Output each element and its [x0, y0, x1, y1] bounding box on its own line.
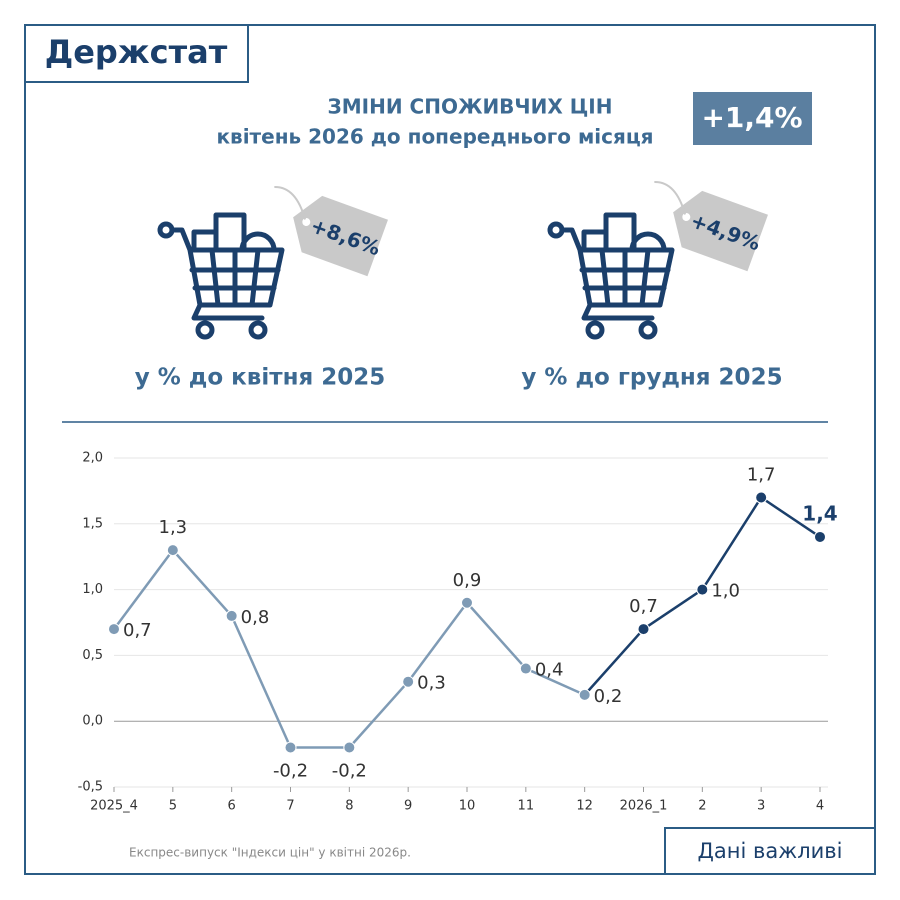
y-tick-label: 1,5 — [82, 516, 103, 531]
y-tick-label: 1,0 — [82, 582, 103, 597]
caption: у % до квітня 2025 — [135, 365, 386, 391]
point — [402, 675, 415, 688]
x-tick-label: 9 — [404, 799, 412, 814]
line-segment — [112, 549, 174, 630]
button-label[interactable]: Дані важливі — [698, 839, 843, 863]
value-label: 0,3 — [417, 673, 446, 694]
x-tick-label: 6 — [228, 799, 236, 814]
line-segment — [525, 667, 586, 697]
line-segment — [171, 549, 233, 617]
x-tick-label: 7 — [286, 799, 294, 814]
line-segment — [642, 588, 704, 631]
source: Експрес-випуск "Індекси цін" у квітні 20… — [129, 846, 411, 860]
badge — [693, 92, 812, 145]
point — [108, 623, 120, 636]
point — [461, 596, 473, 609]
caption: у % до грудня 2025 — [521, 365, 782, 391]
point — [166, 544, 179, 557]
value-label: -0,2 — [273, 761, 308, 782]
brand-box — [24, 24, 249, 83]
x-tick-label: 3 — [757, 799, 765, 814]
point — [284, 741, 297, 754]
x-tick-label: 12 — [576, 799, 593, 814]
frame — [24, 24, 876, 875]
cart-icon: +4,9% — [547, 180, 768, 340]
y-tick-label: 0,5 — [82, 648, 103, 663]
line-segment — [407, 602, 469, 683]
value-label: 1,7 — [747, 464, 776, 485]
value-label: 1,0 — [711, 581, 740, 602]
x-tick-label: 2026_1 — [620, 799, 668, 814]
x-tick-label: 10 — [459, 799, 476, 814]
value-label: 0,7 — [629, 596, 658, 617]
cart-icon: +8,6% — [157, 185, 388, 340]
value-label: 1,3 — [159, 517, 188, 538]
brand: Держстат — [45, 33, 228, 71]
subtitle: квітень 2026 до попереднього місяця — [216, 125, 653, 149]
title: ЗМІНИ СПОЖИВЧИХ ЦІН — [328, 95, 613, 119]
value-label: 0,8 — [241, 607, 270, 628]
value-label: 1,4 — [802, 501, 837, 525]
point — [519, 662, 532, 675]
value-label: 0,7 — [123, 620, 152, 641]
point — [343, 741, 356, 754]
line-segment — [583, 628, 645, 696]
x-tick-label: 2 — [698, 799, 706, 814]
y-tick-label: 2,0 — [82, 451, 103, 466]
line-segment — [701, 496, 763, 591]
point — [637, 623, 650, 636]
value-label: 0,2 — [594, 686, 623, 707]
point — [755, 491, 768, 504]
button[interactable] — [664, 827, 876, 875]
value-label: 0,4 — [535, 660, 564, 681]
line-chart: -0,5 0,0 0,5 1,0 1,5 2,0 2025_4 5 6 7 8 9 10 11 12 2026… — [78, 451, 838, 814]
badge-text: +1,4% — [701, 101, 802, 134]
x-tick-label: 2025_4 — [90, 799, 138, 814]
line-segment — [230, 615, 292, 749]
value-label: 0,9 — [453, 570, 482, 591]
y-tick-label: -0,5 — [78, 780, 103, 795]
point — [225, 609, 238, 622]
point — [696, 583, 709, 596]
line-segment — [348, 680, 410, 749]
x-tick-label: 4 — [816, 799, 824, 814]
point — [578, 688, 591, 701]
line-segment — [466, 601, 527, 670]
x-tick-label: 8 — [345, 799, 353, 814]
x-tick-label: 5 — [169, 799, 177, 814]
point — [814, 530, 826, 543]
x-tick-label: 11 — [518, 799, 535, 814]
line-segment — [760, 496, 821, 538]
value-label: -0,2 — [332, 761, 367, 782]
y-tick-label: 0,0 — [82, 714, 103, 729]
